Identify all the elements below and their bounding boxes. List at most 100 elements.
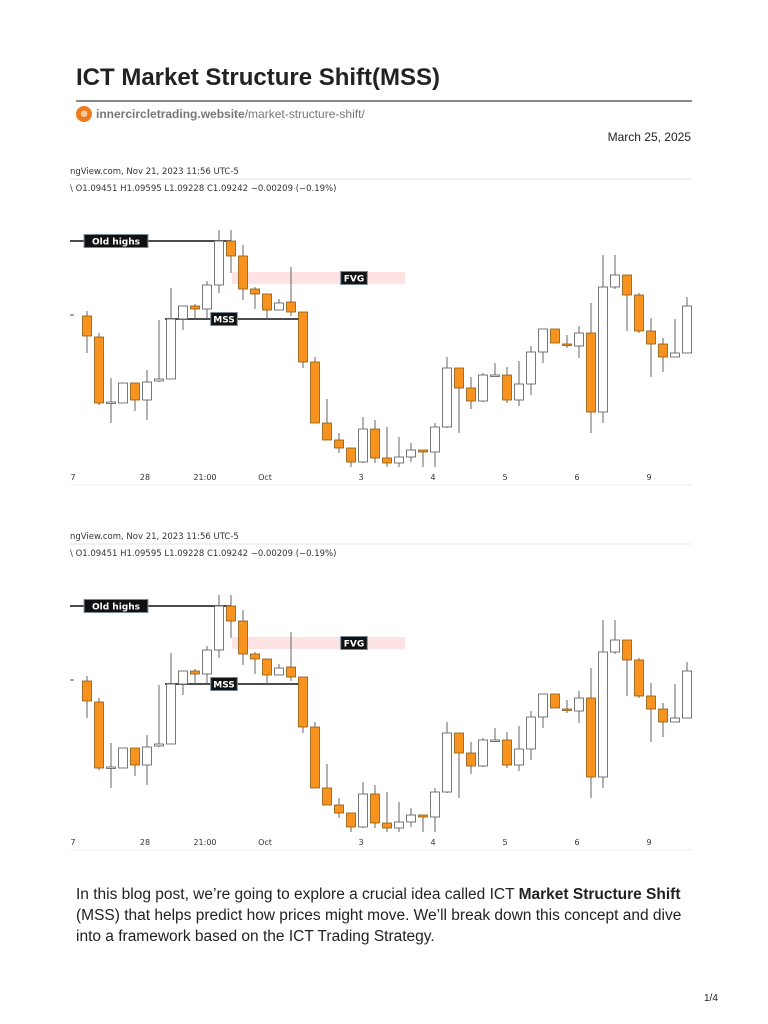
bear-candle-body (658, 708, 668, 723)
bull-candle-body (682, 670, 692, 719)
x-tick-label: 7 (70, 838, 75, 847)
candle (658, 338, 668, 372)
page-title: ICT Market Structure Shift(MSS) (76, 64, 441, 91)
candle (238, 245, 248, 300)
annotation-label-bg (83, 599, 149, 613)
bear-candle-body (286, 301, 296, 313)
bear-candle-body (346, 812, 356, 828)
candle (610, 620, 620, 654)
bull-candle-body (574, 332, 584, 347)
bear-candle-body (286, 666, 296, 678)
bear-candle-body (238, 620, 248, 655)
bull-candle-body (478, 739, 488, 767)
bear-candle-body (334, 439, 344, 449)
bull-candle-body (202, 649, 212, 675)
bear-candle-body (550, 328, 560, 344)
bull-candle-body (178, 305, 188, 320)
candle (670, 319, 680, 358)
bear-candle-body (82, 680, 92, 702)
candle (442, 357, 452, 428)
x-tick-label: 3 (358, 838, 363, 847)
bull-candle-body (526, 716, 536, 750)
bear-candle-body (226, 605, 236, 622)
bear-candle-body (262, 293, 272, 311)
bear-candle-body (94, 701, 104, 769)
candle (622, 274, 632, 331)
annotation-label-bg (340, 271, 368, 285)
chart-header: ngView.com, Nov 21, 2023 11:56 UTC-5 (70, 167, 239, 177)
bear-candle-body (226, 240, 236, 257)
source-link[interactable]: ☸ innercircletrading.website /market-str… (76, 106, 365, 122)
bull-candle-body (406, 814, 416, 823)
candle (130, 747, 140, 776)
candle (394, 437, 404, 467)
bear-candle-body (310, 361, 320, 424)
bear-candle-body (370, 428, 380, 459)
candle (286, 267, 296, 316)
candle (94, 333, 104, 405)
x-tick-label: 9 (646, 838, 651, 847)
candle (418, 449, 428, 467)
bull-candle-body (610, 274, 620, 288)
candle (334, 433, 344, 453)
candle (154, 685, 164, 747)
bear-candle-body (586, 697, 596, 778)
candle (442, 722, 452, 793)
annotation-label: Old highs (92, 238, 140, 248)
x-tick-label: 28 (140, 473, 150, 482)
bear-candle-body (550, 693, 560, 709)
candle (310, 357, 320, 424)
candle (274, 664, 284, 676)
candle (538, 328, 548, 363)
bear-candle-body (634, 659, 644, 697)
publish-date: March 25, 2025 (607, 130, 691, 144)
source-domain: innercircletrading.website (96, 107, 245, 121)
bear-candle-body (454, 732, 464, 754)
intro-bold: Market Structure Shift (518, 886, 681, 903)
candle (202, 646, 212, 684)
bear-candle-body (646, 330, 656, 345)
bull-candle-body (490, 739, 500, 742)
candle (370, 420, 380, 463)
bear-candle-body (298, 311, 308, 363)
candle (562, 335, 572, 348)
candle (166, 288, 176, 380)
annotation-label: MSS (213, 316, 235, 326)
title-divider (76, 100, 692, 102)
candle (274, 299, 284, 311)
bull-candle-body (526, 351, 536, 385)
candle (130, 382, 140, 411)
candle (550, 328, 560, 344)
x-tick-label: 28 (140, 838, 150, 847)
x-tick-label: 6 (574, 473, 579, 482)
bull-candle-body (166, 318, 176, 380)
bull-candle-body (154, 743, 164, 747)
bear-candle-body (94, 336, 104, 404)
candle (634, 658, 644, 698)
x-tick-label: 21:00 (193, 473, 216, 482)
bear-candle-body (622, 639, 632, 661)
bull-candle-body (202, 284, 212, 310)
annotation-label: FVG (344, 275, 365, 285)
candle (286, 632, 296, 681)
candle (658, 703, 668, 737)
chart-image-1: ngView.com, Nov 21, 2023 11:56 UTC-5 \ O1… (70, 162, 692, 487)
bull-candle-body (442, 732, 452, 793)
bear-candle-body (130, 747, 140, 766)
candle (322, 399, 332, 441)
candle (358, 782, 368, 828)
bull-candle-body (442, 367, 452, 428)
candle (358, 417, 368, 463)
bear-candle-body (322, 422, 332, 441)
candle (430, 423, 440, 467)
candle (310, 722, 320, 789)
candle (478, 373, 488, 402)
x-tick-label: 3 (358, 473, 363, 482)
x-tick-label: Oct (258, 838, 272, 847)
candle (562, 700, 572, 713)
bear-candle-body (346, 447, 356, 463)
bull-candle-body (358, 428, 368, 463)
x-tick-label: 7 (70, 473, 75, 482)
source-path: /market-structure-shift/ (244, 107, 365, 121)
annotation-label-bg (210, 677, 238, 691)
